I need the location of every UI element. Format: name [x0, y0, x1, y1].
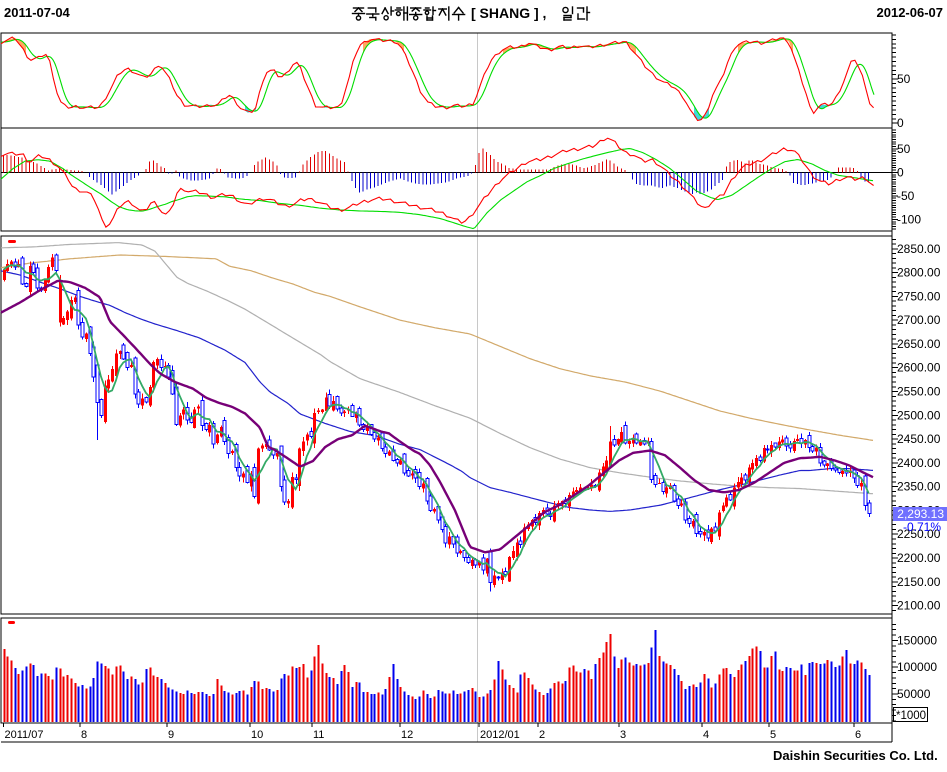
svg-text:2150.00: 2150.00	[897, 575, 941, 589]
svg-text:12: 12	[401, 729, 413, 741]
svg-text:2450.00: 2450.00	[897, 432, 941, 446]
svg-text:2600.00: 2600.00	[897, 361, 941, 375]
svg-text:4: 4	[703, 729, 709, 741]
svg-text:2500.00: 2500.00	[897, 408, 941, 422]
svg-text:2200.00: 2200.00	[897, 551, 941, 565]
svg-text:6: 6	[855, 729, 861, 741]
svg-text:2250.00: 2250.00	[897, 527, 941, 541]
svg-text:150000: 150000	[897, 633, 937, 647]
svg-text:2400.00: 2400.00	[897, 456, 941, 470]
svg-text:2011/07: 2011/07	[5, 729, 44, 741]
svg-text:50: 50	[897, 142, 911, 156]
svg-text:-50: -50	[897, 189, 915, 203]
svg-text:11: 11	[313, 729, 324, 741]
svg-text:50: 50	[897, 72, 911, 86]
svg-text:50000: 50000	[897, 687, 931, 701]
svg-text:5: 5	[770, 729, 776, 741]
svg-text:10: 10	[251, 729, 263, 741]
svg-text:9: 9	[168, 729, 174, 741]
svg-text:100000: 100000	[897, 660, 937, 674]
svg-text:2350.00: 2350.00	[897, 480, 941, 494]
svg-text:0: 0	[897, 165, 904, 179]
svg-text:-100: -100	[897, 212, 921, 226]
svg-text:2700.00: 2700.00	[897, 313, 941, 327]
svg-text:2,293.13: 2,293.13	[897, 507, 944, 521]
svg-text:2550.00: 2550.00	[897, 385, 941, 399]
svg-text:-0.71%: -0.71%	[903, 520, 941, 534]
svg-text:8: 8	[81, 729, 87, 741]
svg-text:2850.00: 2850.00	[897, 242, 941, 256]
svg-text:2800.00: 2800.00	[897, 266, 941, 280]
svg-text:*1000: *1000	[896, 710, 926, 722]
svg-text:0: 0	[897, 116, 904, 130]
svg-text:3: 3	[620, 729, 626, 741]
svg-text:2750.00: 2750.00	[897, 289, 941, 303]
svg-text:2012/01: 2012/01	[480, 729, 520, 741]
svg-text:2100.00: 2100.00	[897, 599, 941, 613]
svg-text:2650.00: 2650.00	[897, 337, 941, 351]
svg-text:2: 2	[539, 729, 545, 741]
